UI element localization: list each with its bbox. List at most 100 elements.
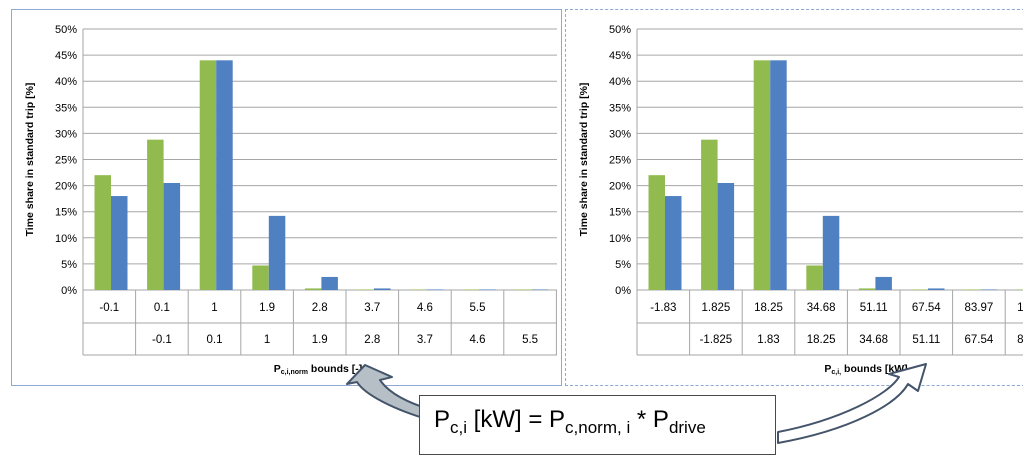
left-category-upper-label: 0.1 — [154, 302, 170, 314]
right-category-upper-label: 67.54 — [912, 302, 941, 314]
right-category-lower-label: 34.68 — [859, 334, 888, 346]
right-x-axis-title: Pc,i, bounds [kW] — [824, 363, 907, 376]
right-bar-s1-c1 — [648, 175, 665, 290]
left-y-tick-label: 35% — [55, 102, 77, 114]
left-bar-s2-c1 — [111, 196, 128, 290]
right-bar-s1-c6 — [911, 289, 928, 291]
formula-rhs-1: Pc,norm, i — [549, 406, 631, 437]
left-x-axis-title: Pc,i,norm bounds [-] — [274, 363, 362, 376]
right-bar-s2-c7 — [980, 289, 998, 291]
left-bar-s1-c3 — [199, 60, 217, 290]
curved-arrow-left — [346, 364, 433, 421]
left-bar-s2-c4 — [268, 215, 286, 290]
left-bar-s2-c3 — [216, 60, 233, 290]
left-bar-s1-c6 — [357, 289, 374, 291]
chart-right: 0% 5% 10% 15% 20% 25% 30% 35% 40% 45% 50% -1.83 1.82… — [578, 24, 1023, 376]
left-y-tick-label: 30% — [55, 128, 77, 140]
left-y-tick-label: 40% — [55, 76, 77, 88]
right-bar-s2-c3 — [770, 60, 787, 290]
right-category-lower-label: -1.825 — [700, 334, 733, 346]
left-y-tick-label: 45% — [55, 50, 77, 62]
left-category-lower-label: 5.5 — [522, 334, 538, 346]
right-category-lower-label: 83.97 — [1017, 334, 1023, 346]
right-bar-s1-c5 — [858, 288, 876, 290]
left-category-upper-label: 4.6 — [417, 302, 433, 314]
right-category-upper-label: 1.825 — [702, 302, 731, 314]
left-bar-s2-c5 — [321, 276, 338, 290]
left-bar-s1-c2 — [147, 139, 164, 290]
right-category-lower-label: 1.83 — [757, 334, 779, 346]
left-bar-s2-c8 — [479, 289, 496, 291]
left-bar-s2-c9 — [531, 289, 549, 291]
right-y-tick-label: 30% — [609, 128, 631, 140]
left-y-tick-label: 20% — [55, 181, 77, 193]
left-y-tick-label: 25% — [55, 155, 77, 167]
left-category-upper-label: 1 — [211, 302, 217, 314]
right-category-upper-label: 83.97 — [965, 302, 994, 314]
right-category-lower-label: 18.25 — [807, 334, 836, 346]
left-bar-s1-c7 — [410, 289, 427, 291]
left-category-upper-label: -0.1 — [99, 302, 119, 314]
formula-rhs-2: Pdrive — [652, 406, 706, 437]
right-y-tick-label: 10% — [609, 233, 631, 245]
right-bar-s1-c8 — [1016, 289, 1023, 291]
left-category-upper-label: 1.9 — [259, 302, 275, 314]
left-category-upper-label: 2.8 — [312, 302, 328, 314]
left-category-lower-label: -0.1 — [152, 334, 172, 346]
right-category-lower-label: 51.11 — [912, 334, 940, 346]
right-category-upper-label: -1.83 — [650, 302, 676, 314]
left-bar-s1-c9 — [515, 289, 532, 291]
left-bar-s1-c8 — [462, 289, 480, 291]
left-y-axis-title: Time share in standard trip [%] — [24, 83, 36, 237]
left-bar-s1-c5 — [304, 288, 322, 290]
right-y-tick-label: 45% — [609, 50, 631, 62]
formula-unit: [kW] = — [467, 406, 550, 433]
left-y-tick-label: 50% — [55, 24, 77, 36]
left-category-lower-label: 4.6 — [470, 334, 486, 346]
right-bar-s1-c2 — [701, 139, 718, 290]
left-y-tick-label: 15% — [55, 207, 77, 219]
left-bar-s1-c1 — [94, 175, 111, 290]
curved-arrow-right — [777, 363, 927, 444]
right-y-tick-label: 20% — [609, 181, 631, 193]
left-category-lower-label: 1 — [264, 334, 270, 346]
right-category-upper-label: 51.11 — [860, 302, 888, 314]
left-y-tick-label: 0% — [61, 285, 77, 297]
right-y-tick-label: 5% — [615, 259, 631, 271]
right-y-tick-label: 40% — [609, 76, 631, 88]
formula-operator: * — [630, 406, 653, 433]
left-category-lower-label: 3.7 — [417, 334, 433, 346]
left-bar-s1-c4 — [252, 265, 269, 290]
left-category-upper-label: 3.7 — [364, 302, 380, 314]
formula-box: Pc,i [kW] = Pc,norm, i * Pdrive — [419, 395, 776, 455]
left-bar-s2-c2 — [163, 182, 181, 290]
left-category-lower-label: 1.9 — [312, 334, 328, 346]
right-bar-s2-c6 — [928, 288, 945, 290]
left-bar-s2-c6 — [374, 288, 391, 290]
right-y-axis-title: Time share in standard trip [%] — [578, 83, 590, 237]
chart-left-frame: 0% 5% 10% 15% 20% 25% 30% 35% 40% 45% 50% -0.1 0.1 1 1… — [11, 9, 562, 386]
right-bar-s1-c3 — [753, 60, 771, 290]
right-category-upper-label: 100.4 — [1017, 302, 1023, 314]
formula-lhs: Pc,i — [434, 406, 468, 437]
left-bar-s2-c7 — [426, 289, 444, 291]
right-category-lower-label: 67.54 — [965, 334, 994, 346]
right-category-upper-label: 34.68 — [807, 302, 836, 314]
left-category-lower-label: 2.8 — [364, 334, 380, 346]
right-y-tick-label: 0% — [615, 285, 631, 297]
left-y-tick-label: 5% — [61, 259, 77, 271]
right-y-tick-label: 15% — [609, 207, 631, 219]
chart-left: 0% 5% 10% 15% 20% 25% 30% 35% 40% 45% 50% -0.1 0.1 1 1… — [24, 24, 557, 376]
right-bar-s2-c5 — [875, 276, 892, 290]
left-y-tick-label: 10% — [55, 233, 77, 245]
right-y-tick-label: 25% — [609, 155, 631, 167]
right-bar-s2-c4 — [822, 215, 840, 290]
right-bar-s2-c1 — [665, 196, 682, 290]
left-category-lower-label: 0.1 — [207, 334, 223, 346]
chart-right-frame: 0% 5% 10% 15% 20% 25% 30% 35% 40% 45% 50% -1.83 1.82… — [565, 9, 1023, 386]
right-bar-s1-c7 — [964, 289, 981, 291]
right-bar-s2-c2 — [717, 182, 735, 290]
right-category-upper-label: 18.25 — [754, 302, 783, 314]
left-category-upper-label: 5.5 — [470, 302, 486, 314]
